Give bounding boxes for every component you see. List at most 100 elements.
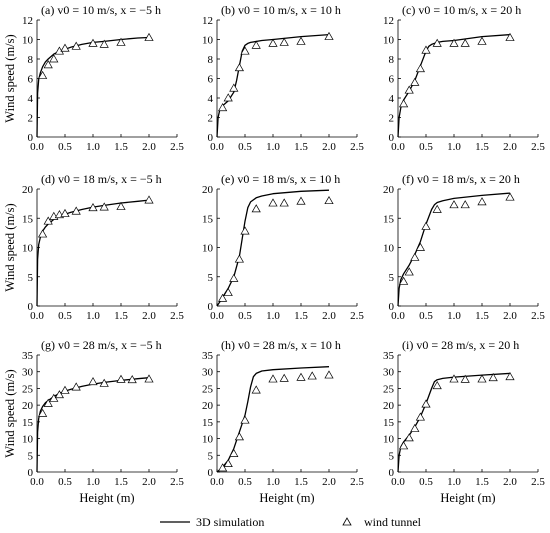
x-tick-label: 1.5 — [475, 476, 489, 488]
y-tick-label: 5 — [389, 450, 395, 462]
y-tick-label: 6 — [389, 74, 395, 86]
wind-tunnel-marker — [37, 408, 48, 417]
wind-tunnel-marker — [505, 32, 515, 41]
y-tick-label: 12 — [202, 15, 213, 27]
wind-tunnel-marker — [251, 204, 261, 213]
y-tick-label: 10 — [383, 434, 395, 446]
x-tick-label: 1.5 — [114, 476, 128, 488]
wind-tunnel-marker — [43, 398, 53, 407]
wind-tunnel-marker — [217, 103, 228, 112]
wind-tunnel-marker — [398, 441, 409, 450]
y-tick-label: 8 — [208, 54, 214, 66]
wind-tunnel-marker — [398, 99, 409, 108]
panel-b: 0 2 4 6 8 10 12 0.0 0.5 1.0 1.5 2.0 2.5 (b) v0 = 10 m… — [202, 3, 364, 153]
y-tick-label: 30 — [22, 367, 34, 379]
y-tick-label: 4 — [389, 93, 395, 105]
wind-tunnel-marker — [144, 374, 154, 383]
wind-tunnel-marker — [229, 448, 239, 457]
y-tick-label: 6 — [208, 74, 214, 86]
y-tick-label: 0 — [28, 467, 34, 479]
panel-title: (i) v0 = 28 m/s, x = 20 h — [402, 338, 519, 352]
x-tick-label: 0.5 — [58, 310, 72, 322]
wind-tunnel-marker — [432, 38, 442, 47]
y-tick-label: 20 — [22, 400, 34, 412]
wind-tunnel-marker — [279, 373, 289, 382]
wind-tunnel-marker — [505, 192, 515, 201]
wind-tunnel-marker — [234, 432, 245, 441]
wind-tunnel-marker — [116, 37, 126, 46]
wind-tunnel-marker — [398, 276, 409, 285]
x-tick-label: 2.5 — [350, 476, 364, 488]
y-tick-label: 10 — [383, 243, 395, 255]
y-tick-label: 0 — [389, 301, 395, 313]
wind-tunnel-marker — [460, 200, 470, 209]
wind-tunnel-marker — [421, 45, 431, 54]
x-tick-label: 0.5 — [419, 141, 433, 153]
panel-h: 0 5 10 15 20 25 30 35 0.0 0.5 1.0 1.5 2.0 2.5 (h) v0 =… — [202, 338, 364, 505]
wind-tunnel-marker — [415, 242, 426, 251]
wind-tunnel-marker — [234, 254, 245, 263]
wind-tunnel-marker — [217, 463, 228, 472]
y-tick-label: 30 — [202, 367, 214, 379]
wind-tunnel-marker — [279, 198, 289, 207]
wind-tunnel-marker — [116, 374, 126, 383]
y-tick-label: 20 — [202, 184, 214, 196]
wind-tunnel-marker — [60, 43, 70, 52]
x-tick-label: 0.0 — [210, 141, 224, 153]
y-tick-label: 6 — [28, 74, 34, 86]
y-tick-label: 0 — [208, 467, 214, 479]
y-tick-label: 0 — [28, 132, 34, 144]
wind-tunnel-marker — [415, 412, 426, 421]
x-tick-label: 0.5 — [238, 141, 252, 153]
x-tick-label: 1.5 — [475, 141, 489, 153]
wind-tunnel-marker — [49, 54, 59, 63]
x-tick-label: 1.0 — [266, 310, 280, 322]
y-tick-label: 0 — [208, 301, 214, 313]
wind-tunnel-marker — [71, 206, 81, 215]
x-tick-label: 2.0 — [142, 476, 156, 488]
x-tick-label: 0.0 — [391, 476, 405, 488]
x-tick-label: 1.5 — [475, 310, 489, 322]
wind-tunnel-marker — [477, 36, 487, 45]
y-tick-label: 8 — [28, 54, 34, 66]
x-tick-label: 1.5 — [114, 310, 128, 322]
wind-tunnel-marker — [240, 415, 250, 424]
x-tick-label: 0.0 — [210, 476, 224, 488]
y-tick-label: 20 — [202, 400, 214, 412]
x-tick-label: 2.0 — [142, 310, 156, 322]
y-tick-label: 15 — [202, 417, 214, 429]
wind-tunnel-marker — [223, 287, 233, 296]
x-tick-label: 0.0 — [391, 141, 405, 153]
wind-tunnel-marker — [234, 63, 245, 72]
wind-tunnel-marker — [296, 196, 306, 205]
y-tick-label: 5 — [208, 272, 214, 284]
wind-tunnel-marker — [404, 267, 414, 276]
y-tick-label: 20 — [383, 400, 395, 412]
y-tick-label: 15 — [22, 417, 34, 429]
panel-title: (f) v0 = 18 m/s, x = 20 h — [402, 172, 520, 186]
x-tick-label: 0.0 — [30, 310, 44, 322]
y-tick-label: 0 — [389, 132, 395, 144]
wind-tunnel-marker — [307, 371, 317, 380]
wind-tunnel-marker — [410, 252, 420, 261]
x-tick-label: 2.0 — [322, 141, 336, 153]
x-tick-label: 0.5 — [238, 476, 252, 488]
panel-title: (h) v0 = 28 m/s, x = 10 h — [221, 338, 341, 352]
x-tick-label: 1.5 — [114, 141, 128, 153]
wind-tunnel-marker — [268, 198, 278, 207]
x-tick-label: 2.0 — [322, 476, 336, 488]
wind-tunnel-marker — [99, 378, 109, 387]
wind-tunnel-marker — [279, 37, 289, 46]
wind-tunnel-marker — [127, 375, 137, 384]
y-tick-label: 2 — [389, 113, 395, 125]
wind-tunnel-marker — [88, 203, 98, 212]
wind-tunnel-marker — [449, 374, 459, 383]
y-tick-label: 2 — [28, 113, 34, 125]
wind-tunnel-marker — [432, 204, 442, 213]
x-tick-label: 2.5 — [350, 141, 364, 153]
x-tick-label: 2.5 — [170, 310, 184, 322]
y-tick-label: 8 — [389, 54, 395, 66]
wind-tunnel-marker — [217, 293, 228, 302]
series-line-3d-simulation — [36, 36, 150, 138]
